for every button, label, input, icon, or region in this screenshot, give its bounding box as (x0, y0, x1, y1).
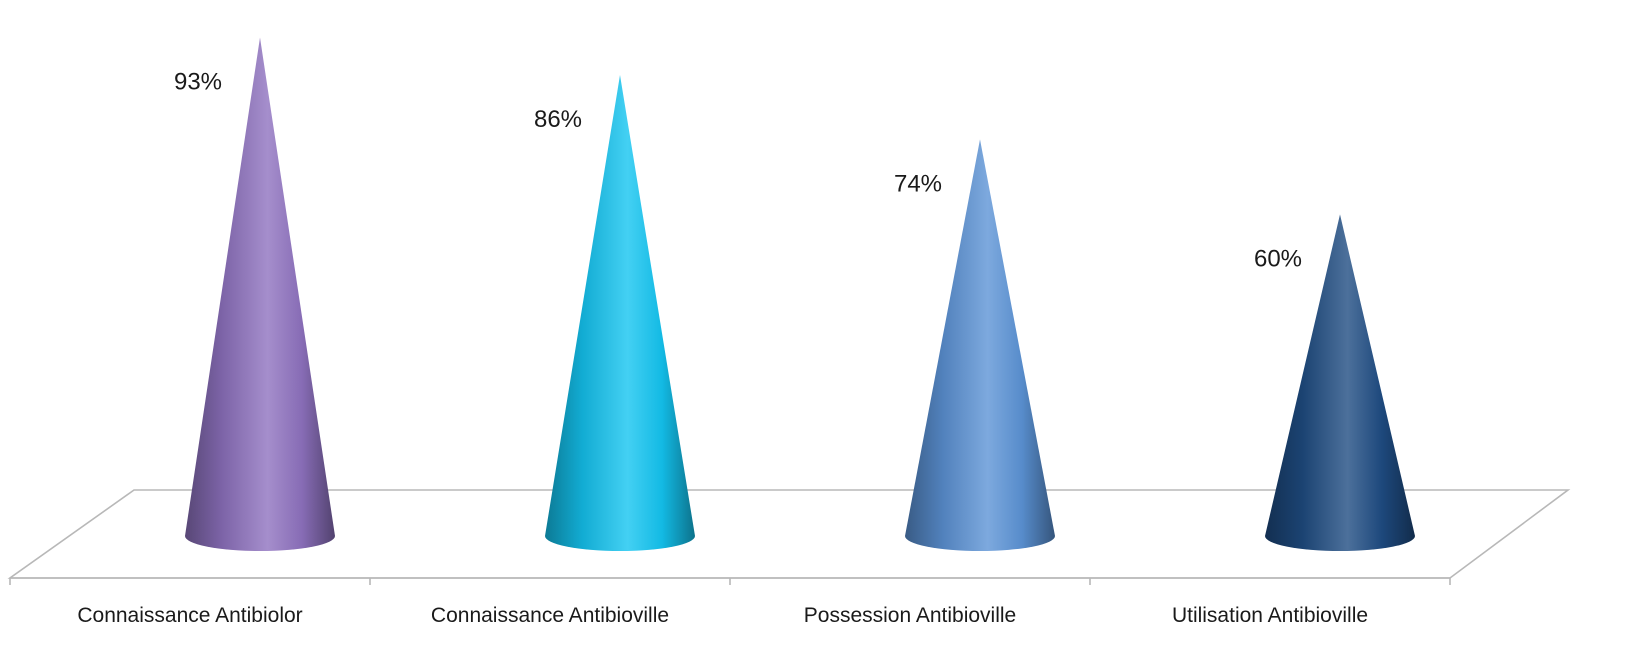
cone-body (185, 37, 335, 551)
x-axis-ticks (9, 578, 1451, 585)
cone-bar (185, 37, 335, 551)
cone-body (545, 75, 695, 551)
cone-bar (1265, 214, 1415, 551)
cone-bar (905, 139, 1055, 552)
cone-body (1265, 214, 1415, 551)
cone-body (905, 139, 1055, 552)
cone-bar (545, 75, 695, 551)
data-label: 60% (1254, 245, 1302, 272)
data-label: 86% (534, 106, 582, 133)
category-labels: Connaissance Antibiolor Connaissance Anti… (77, 604, 1368, 627)
data-label: 93% (174, 69, 222, 96)
data-label: 74% (894, 170, 942, 197)
category-label: Connaissance Antibioville (431, 604, 669, 627)
data-labels: 93% 86% 74% 60% (174, 69, 1302, 273)
category-label: Possession Antibioville (804, 604, 1016, 627)
category-label: Connaissance Antibiolor (77, 604, 302, 627)
cone-series (185, 37, 1415, 552)
category-label: Utilisation Antibioville (1172, 604, 1368, 627)
